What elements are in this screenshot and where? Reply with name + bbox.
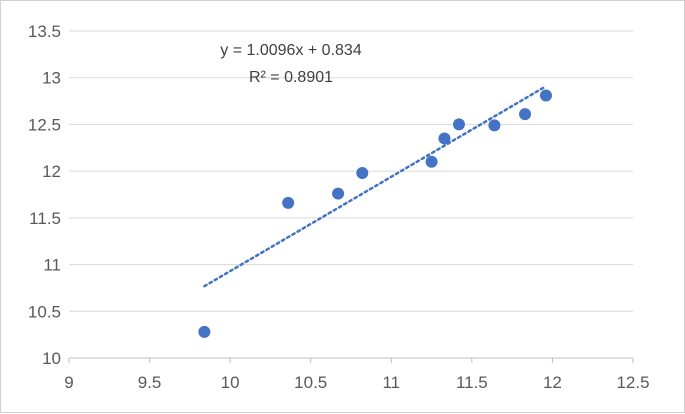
x-tick-label: 11.5 — [456, 373, 488, 392]
y-tick-label: 10.5 — [28, 302, 61, 321]
data-point — [539, 89, 552, 102]
trendline-r-squared: R² = 0.8901 — [249, 69, 333, 86]
x-tick-label: 9 — [64, 373, 73, 392]
y-tick-label: 13 — [42, 69, 61, 88]
y-tick-label: 11 — [43, 256, 61, 275]
y-tick-label: 13.5 — [28, 22, 61, 41]
y-tick-label: 11.5 — [29, 209, 61, 228]
x-tick-label: 10 — [221, 373, 240, 392]
trendline-layer — [203, 84, 548, 288]
data-point — [332, 187, 345, 200]
x-tick-label: 11 — [382, 373, 400, 392]
y-tick-label: 12.5 — [28, 115, 61, 134]
tick-labels: 10 10.5 11 11.5 12 12.5 13 13.5 9 9.5 10 10.5 11 11.5… — [28, 22, 650, 392]
y-tick-label: 12 — [42, 162, 61, 181]
trendline — [203, 84, 548, 288]
data-points — [198, 89, 552, 338]
data-point — [438, 132, 451, 145]
grid-lines — [68, 30, 634, 363]
data-point — [452, 118, 465, 131]
data-point — [519, 108, 532, 121]
data-point — [282, 196, 295, 209]
x-tick-label: 9.5 — [138, 373, 162, 392]
x-tick-label: 12.5 — [616, 373, 649, 392]
x-tick-label: 12 — [543, 373, 562, 392]
y-tick-label: 10 — [42, 349, 61, 368]
x-tick-label: 10.5 — [294, 373, 327, 392]
data-point — [425, 155, 438, 168]
data-point — [488, 119, 501, 132]
data-point — [198, 325, 211, 338]
trendline-equation: y = 1.0096x + 0.834 — [220, 42, 362, 59]
data-point — [356, 167, 369, 180]
